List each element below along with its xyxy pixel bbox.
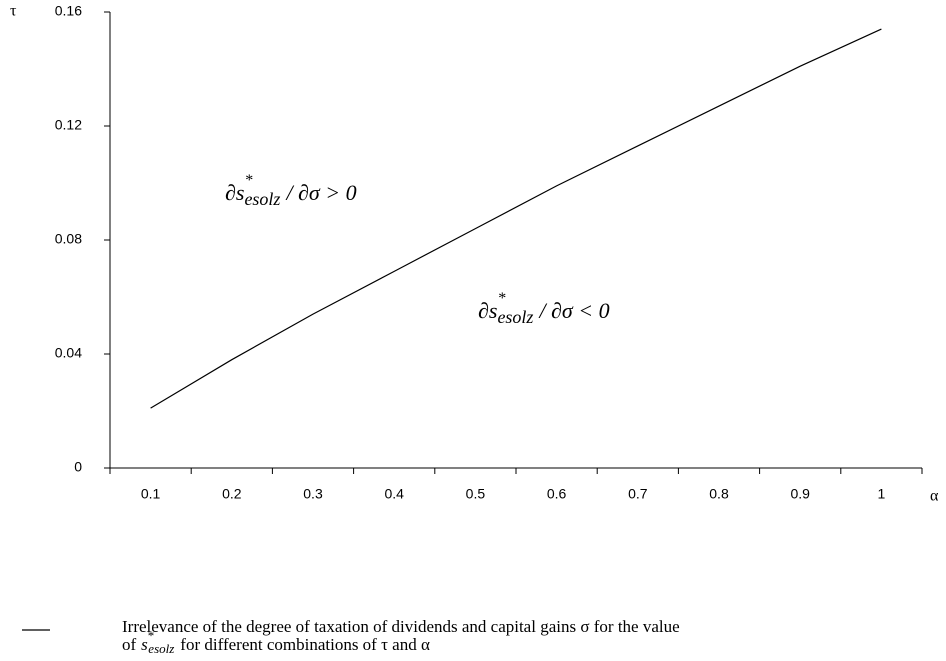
annotation: ∂s* esolz / ∂σ > 0 bbox=[225, 172, 357, 209]
legend-label: Irrelevance of the degree of taxation of… bbox=[122, 617, 680, 636]
legend-pre: of bbox=[122, 635, 137, 654]
x-tick-label: 0.9 bbox=[790, 486, 810, 502]
annotation-sub: esolz bbox=[497, 307, 533, 327]
y-axis-label: τ bbox=[10, 3, 17, 20]
annotation-sup: * bbox=[244, 172, 252, 189]
annotation-rest: / ∂σ > 0 bbox=[284, 180, 356, 205]
y-tick-label: 0 bbox=[74, 459, 82, 475]
y-tick-label: 0.04 bbox=[55, 345, 82, 361]
x-tick-label: 0.4 bbox=[384, 486, 404, 502]
legend-base: s bbox=[141, 635, 148, 654]
y-tick-label: 0.12 bbox=[55, 117, 82, 133]
x-tick-label: 0.8 bbox=[709, 486, 729, 502]
y-tick-label: 0.08 bbox=[55, 231, 82, 247]
annotation-sup: * bbox=[497, 290, 505, 307]
x-axis-label: α bbox=[930, 488, 939, 505]
x-tick-label: 0.2 bbox=[222, 486, 242, 502]
annotation-sub: esolz bbox=[244, 189, 280, 209]
legend-sup: * bbox=[148, 628, 155, 643]
annotation: ∂s* esolz / ∂σ < 0 bbox=[478, 290, 610, 327]
annotation-base: ∂s bbox=[225, 180, 244, 205]
y-tick-label: 0.16 bbox=[55, 3, 82, 19]
legend-post: for different combinations of τ and α bbox=[180, 635, 430, 654]
annotation-rest: / ∂σ < 0 bbox=[537, 298, 609, 323]
annotation-base: ∂s bbox=[478, 298, 497, 323]
legend-sub: esolz bbox=[148, 641, 174, 656]
x-tick-label: 1 bbox=[878, 486, 886, 502]
x-tick-label: 0.3 bbox=[303, 486, 323, 502]
x-tick-label: 0.5 bbox=[466, 486, 486, 502]
x-tick-label: 0.7 bbox=[628, 486, 648, 502]
x-tick-label: 0.1 bbox=[141, 486, 161, 502]
x-tick-label: 0.6 bbox=[547, 486, 567, 502]
legend-label: of s* esolz for different combinations of τ… bbox=[122, 628, 430, 656]
line bbox=[150, 28, 882, 409]
